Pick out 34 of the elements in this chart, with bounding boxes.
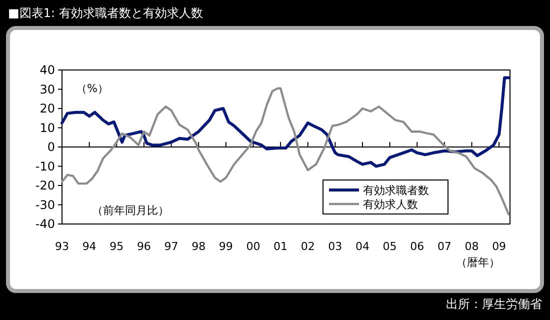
y-axis-title: （%） [76,82,108,95]
y-tick-label: 40 [40,63,55,78]
x-tick-label: 02 [300,240,315,253]
x-tick-label: 07 [437,240,452,253]
x-tick-label: 01 [274,240,288,253]
y-tick-label: 0 [47,140,55,154]
y-tick-label: 20 [40,102,55,116]
x-tick-label: 09 [492,240,506,253]
chart-title: ■図表1: 有効求職者数と有効求人数 [8,6,203,20]
y-tick-label: 10 [40,120,55,135]
x-tick-label: 06 [410,240,424,253]
x-tick-label: 97 [164,240,178,253]
text: 出所：厚生労働省 [446,297,542,311]
line-series [60,76,510,168]
x-tick-label: 99 [218,240,233,253]
x-tick-label: 94 [82,240,96,253]
x-tick-label: 95 [110,240,124,253]
legend-label: 有効求人数 [363,198,418,211]
y-tick-label: -30 [35,198,55,212]
x-tick-label: 04 [355,240,370,253]
x-tick-label: 93 [55,240,69,253]
y-tick-label: -10 [35,159,55,174]
x-tick-label: 03 [328,240,342,253]
x-axis-title: （暦年） [456,256,500,269]
x-tick-label: 00 [246,240,260,253]
legend-label: 有効求職者数 [363,184,429,197]
x-tick-label: 98 [192,240,206,253]
x-tick-label: 08 [464,240,479,253]
x-tick-label: 96 [136,240,151,253]
annotation: （前年同月比） [92,204,169,217]
y-tick-label: -20 [35,178,55,193]
y-tick-label: -40 [35,217,55,232]
x-tick-label: 05 [382,240,397,253]
y-tick-label: 30 [40,82,55,96]
